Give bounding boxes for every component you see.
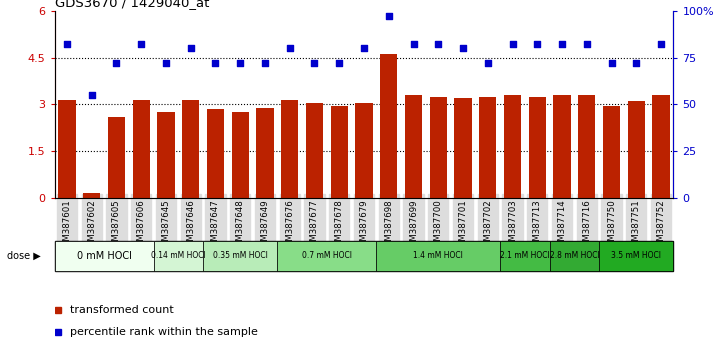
Bar (603, 106, 620, 198)
Point (333, 60, 345, 66)
Bar (232, 112, 249, 198)
Text: 0.14 mM HOCl: 0.14 mM HOCl (151, 251, 206, 260)
Bar (108, 117, 125, 198)
Bar (405, 95, 422, 198)
Point (457, 45, 469, 51)
Bar (578, 95, 596, 198)
Point (111, 60, 122, 66)
Point (482, 60, 494, 66)
Point (630, 60, 642, 66)
Point (86, 92, 98, 98)
Point (61, 41, 73, 47)
Bar (58, 100, 76, 198)
Point (507, 41, 518, 47)
Point (210, 60, 221, 66)
Bar (355, 103, 373, 198)
Bar (550, 241, 599, 271)
Bar (454, 98, 472, 198)
Point (135, 41, 147, 47)
Bar (376, 241, 500, 271)
Text: 0.7 mM HOCl: 0.7 mM HOCl (302, 251, 352, 260)
Text: 3.5 mM HOCl: 3.5 mM HOCl (612, 251, 661, 260)
Bar (154, 241, 203, 271)
Point (408, 41, 419, 47)
Point (432, 41, 444, 47)
Bar (132, 100, 150, 198)
Bar (281, 100, 298, 198)
Bar (529, 97, 546, 198)
Text: GDS3670 / 1429040_at: GDS3670 / 1429040_at (55, 0, 209, 10)
Text: 0 mM HOCl: 0 mM HOCl (76, 251, 132, 261)
Text: percentile rank within the sample: percentile rank within the sample (70, 327, 258, 337)
Point (185, 45, 197, 51)
Text: 1.4 mM HOCl: 1.4 mM HOCl (414, 251, 463, 260)
Text: 0.35 mM HOCl: 0.35 mM HOCl (213, 251, 268, 260)
Text: transformed count: transformed count (70, 305, 174, 315)
Bar (380, 55, 397, 198)
Bar (55, 241, 154, 271)
Bar (157, 112, 175, 198)
Point (259, 60, 271, 66)
Text: 2.8 mM HOCl: 2.8 mM HOCl (550, 251, 599, 260)
Bar (500, 241, 550, 271)
Point (606, 60, 617, 66)
Point (284, 45, 296, 51)
Point (581, 41, 593, 47)
Bar (599, 241, 673, 271)
Bar (331, 106, 348, 198)
Bar (203, 241, 277, 271)
Bar (182, 100, 199, 198)
Bar (277, 241, 376, 271)
Text: 2.1 mM HOCl: 2.1 mM HOCl (500, 251, 550, 260)
Point (383, 13, 395, 19)
Text: dose ▶: dose ▶ (7, 251, 41, 261)
Bar (504, 95, 521, 198)
Bar (430, 97, 447, 198)
Point (358, 45, 370, 51)
Bar (628, 101, 645, 198)
Point (160, 60, 172, 66)
Point (556, 41, 568, 47)
Point (234, 60, 246, 66)
Bar (553, 95, 571, 198)
Bar (207, 109, 224, 198)
Point (531, 41, 543, 47)
Bar (83, 193, 100, 198)
Bar (479, 97, 496, 198)
Point (655, 41, 667, 47)
Bar (652, 95, 670, 198)
Point (309, 60, 320, 66)
Bar (256, 108, 274, 198)
Bar (306, 103, 323, 198)
